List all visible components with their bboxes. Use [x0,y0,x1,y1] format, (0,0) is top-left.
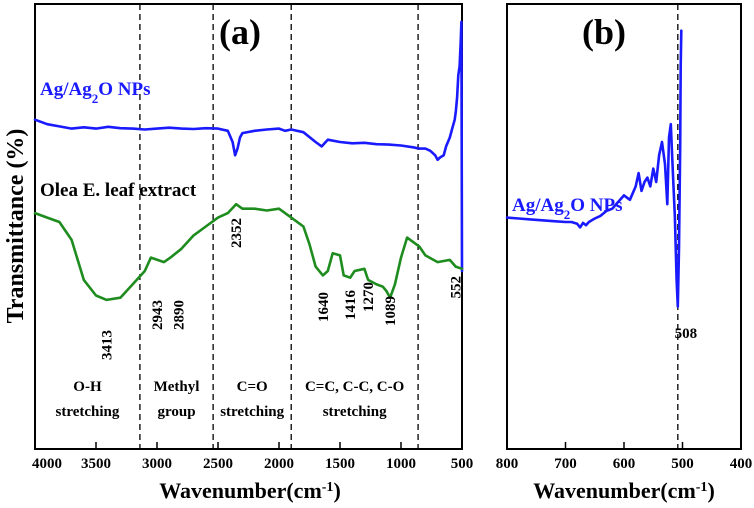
series-label-ag-ag2o-nps: Ag/Ag2O NPs [40,79,150,106]
x-tick-label-3500: 3500 [81,456,111,472]
x-tick-label-2000: 2000 [264,456,294,472]
region-label-1-line1: O-H [73,379,102,395]
x-tick-label-3000: 3000 [142,456,172,472]
x-tick-label-400: 400 [730,456,753,472]
peak-label-2352: 2352 [229,218,245,248]
region-label-3-line2: stretching [220,404,284,420]
peak-label-1640: 1640 [316,292,332,322]
panel-label: (b) [582,12,626,52]
peak-label-2943: 2943 [150,300,166,330]
peak-label-b-508: 508 [675,326,698,342]
x-tick-label-700: 700 [554,456,577,472]
panel-a: 4000 3500 3000 2500 2000 1500 1000 500 (a) Wavenu… [3,3,474,503]
x-tick-label-500: 500 [671,456,694,472]
x-tick-label-4000: 4000 [32,456,62,472]
region-label-2-line2: group [157,404,195,420]
plot-frame [506,3,742,450]
peak-label-1089: 1089 [383,296,399,326]
panel-label: (a) [219,12,261,52]
series-line-ag-ag2o-nps [33,20,464,273]
panel-b: 800 700 600 500 400 (b) Wavenumber(cm-1) Ag/Ag2… [496,3,753,503]
series-line-ag-ag2o-nps [505,29,683,308]
x-tick-label-1500: 1500 [325,456,355,472]
x-axis-title: Wavenumber(cm-1) [533,478,715,503]
y-axis-title: Transmittance (%) [3,129,29,324]
x-axis-title: Wavenumber(cm-1) [159,478,341,503]
x-tick-label-2500: 2500 [203,456,233,472]
region-label-4-line1: C=C, C-C, C-O [305,379,404,395]
peak-label-552: 552 [449,276,465,299]
x-tick-label-800: 800 [496,456,519,472]
series-label-olea-e-leaf-extract: Olea E. leaf extract [40,180,197,201]
region-label-2-line1: Methyl [154,379,200,395]
peak-label-1416: 1416 [343,290,359,321]
x-tick-label-600: 600 [613,456,636,472]
x-tick-label-1000: 1000 [386,456,416,472]
peak-label-2890: 2890 [171,300,187,330]
series-label-ag-ag2o-nps-b: Ag/Ag2O NPs [512,195,622,222]
series-line-olea-e-leaf-extract [33,202,464,302]
region-label-3-line1: C=O [237,379,268,395]
region-label-1-line2: stretching [56,404,120,420]
peak-label-3413: 3413 [100,330,116,360]
x-tick-label-500: 500 [451,456,474,472]
region-label-4-line2: stretching [323,404,387,420]
peak-label-1270: 1270 [361,282,377,312]
